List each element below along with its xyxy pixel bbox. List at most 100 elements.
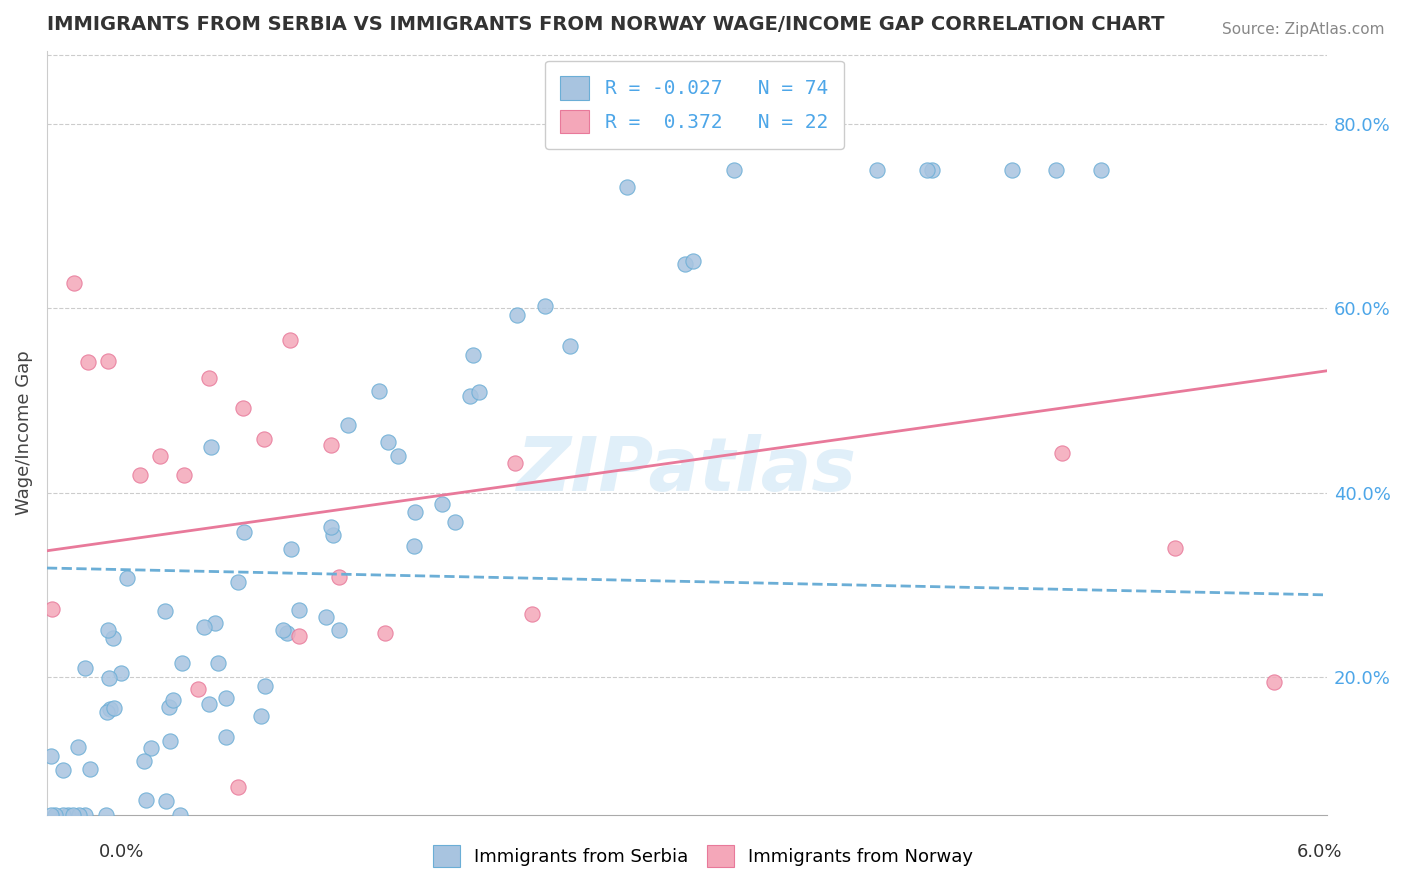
Text: 6.0%: 6.0% xyxy=(1298,843,1343,861)
Point xyxy=(215,690,238,705)
Point xyxy=(73,661,96,675)
Point xyxy=(149,450,172,464)
Point xyxy=(231,401,253,415)
Point xyxy=(172,656,194,670)
Point xyxy=(76,354,98,368)
Point xyxy=(132,754,155,768)
Point xyxy=(374,626,396,640)
Point xyxy=(66,740,89,755)
Point xyxy=(458,389,481,403)
Point xyxy=(1164,541,1187,556)
Point xyxy=(673,257,696,271)
Point xyxy=(321,438,343,452)
Point xyxy=(173,468,195,483)
Point xyxy=(39,807,62,822)
Text: 0.0%: 0.0% xyxy=(98,843,143,861)
Point xyxy=(287,603,309,617)
Point xyxy=(463,348,485,362)
Point xyxy=(276,625,298,640)
Point xyxy=(41,601,63,615)
Point xyxy=(467,385,489,400)
Point xyxy=(404,506,426,520)
Point xyxy=(159,699,181,714)
Point xyxy=(94,807,117,822)
Point xyxy=(226,780,249,794)
Point xyxy=(226,574,249,589)
Point xyxy=(322,527,344,541)
Point xyxy=(110,666,132,681)
Point xyxy=(56,807,79,822)
Point xyxy=(682,254,704,268)
Point xyxy=(505,456,527,470)
Point xyxy=(280,541,302,556)
Point xyxy=(367,384,389,398)
Point xyxy=(198,371,221,385)
Point xyxy=(62,807,84,822)
Point xyxy=(197,697,219,711)
Point xyxy=(402,540,425,554)
Point xyxy=(319,520,342,534)
Point xyxy=(97,354,120,368)
Point xyxy=(44,807,66,822)
Point xyxy=(430,497,453,511)
Text: IMMIGRANTS FROM SERBIA VS IMMIGRANTS FROM NORWAY WAGE/INCOME GAP CORRELATION CHA: IMMIGRANTS FROM SERBIA VS IMMIGRANTS FRO… xyxy=(46,15,1164,34)
Point xyxy=(135,793,157,807)
Point xyxy=(616,179,638,194)
Point xyxy=(250,708,273,723)
Point xyxy=(101,632,124,646)
Point xyxy=(534,299,557,313)
Text: ZIPatlas: ZIPatlas xyxy=(517,434,858,508)
Point xyxy=(155,794,177,808)
Point xyxy=(159,734,181,748)
Point xyxy=(328,570,350,584)
Point xyxy=(1090,163,1112,178)
Point xyxy=(63,277,86,291)
Point xyxy=(200,440,222,454)
Point xyxy=(921,163,943,178)
Point xyxy=(52,807,75,822)
Point xyxy=(169,807,191,822)
Point xyxy=(1050,446,1073,460)
Point xyxy=(103,700,125,714)
Legend: R = -0.027   N = 74, R =  0.372   N = 22: R = -0.027 N = 74, R = 0.372 N = 22 xyxy=(544,61,844,149)
Point xyxy=(254,679,277,693)
Point xyxy=(520,607,543,622)
Point xyxy=(215,730,238,744)
Point xyxy=(98,702,121,716)
Point xyxy=(278,334,301,348)
Point xyxy=(39,748,62,763)
Point xyxy=(204,615,226,630)
Point xyxy=(67,807,90,822)
Point xyxy=(52,763,75,777)
Point xyxy=(207,656,229,670)
Point xyxy=(915,163,938,178)
Text: Source: ZipAtlas.com: Source: ZipAtlas.com xyxy=(1222,22,1385,37)
Point xyxy=(153,604,176,618)
Legend: Immigrants from Serbia, Immigrants from Norway: Immigrants from Serbia, Immigrants from … xyxy=(426,838,980,874)
Point xyxy=(96,705,118,719)
Point xyxy=(233,524,256,539)
Point xyxy=(866,163,889,178)
Point xyxy=(328,623,350,637)
Point xyxy=(1001,163,1024,178)
Point xyxy=(193,620,215,634)
Point xyxy=(723,163,745,178)
Point xyxy=(1045,163,1067,178)
Point xyxy=(162,692,184,706)
Point xyxy=(73,807,96,822)
Point xyxy=(271,624,294,638)
Y-axis label: Wage/Income Gap: Wage/Income Gap xyxy=(15,351,32,515)
Point xyxy=(115,571,138,585)
Point xyxy=(129,467,152,482)
Point xyxy=(187,681,209,696)
Point xyxy=(252,433,274,447)
Point xyxy=(377,435,399,450)
Point xyxy=(141,740,163,755)
Point xyxy=(97,623,120,637)
Point xyxy=(1263,675,1285,690)
Point xyxy=(387,449,409,463)
Point xyxy=(444,515,467,529)
Point xyxy=(506,308,529,322)
Point xyxy=(98,671,121,685)
Point xyxy=(288,629,311,643)
